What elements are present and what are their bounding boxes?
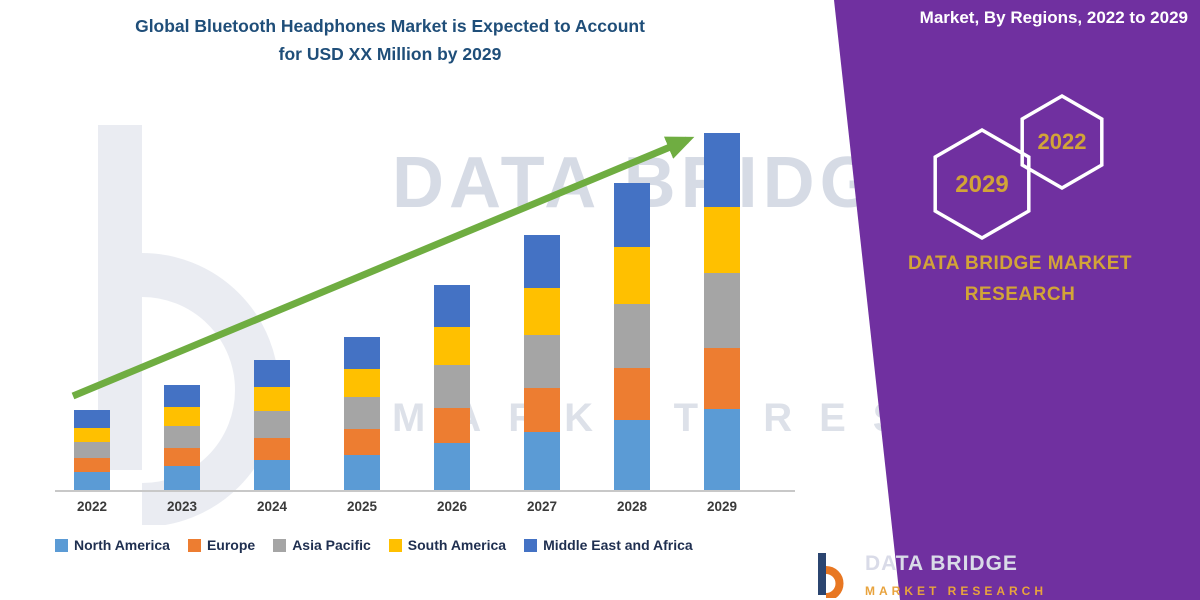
bar-2023 xyxy=(164,385,200,490)
legend-swatch xyxy=(388,538,402,552)
bar-segment-2027-europe xyxy=(524,388,560,432)
legend-item-south-america: South America xyxy=(388,537,507,553)
bar-segment-2023-north-america xyxy=(164,466,200,490)
legend-label: Asia Pacific xyxy=(292,537,371,553)
chart-title-line2: for USD XX Million by 2029 xyxy=(278,44,502,64)
hexagon-2022 xyxy=(1020,93,1104,191)
x-axis-label-2028: 2028 xyxy=(616,499,648,514)
bar-segment-2026-north-america xyxy=(434,443,470,490)
x-axis-label-2025: 2025 xyxy=(346,499,378,514)
x-axis-label-2029: 2029 xyxy=(706,499,738,514)
bar-segment-2022-north-america xyxy=(74,472,110,490)
bar-segment-2029-europe xyxy=(704,348,740,409)
bar-segment-2029-middle-east-and-africa xyxy=(704,133,740,207)
bar-segment-2024-middle-east-and-africa xyxy=(254,360,290,387)
bar-segment-2024-asia-pacific xyxy=(254,411,290,438)
legend-swatch xyxy=(187,538,201,552)
bar-segment-2024-south-america xyxy=(254,387,290,411)
plot-area xyxy=(55,100,795,492)
hexagon-year-2029: 2029 xyxy=(955,171,1008,198)
legend: North America Europe Asia Pacific South Ame… xyxy=(55,537,693,553)
bar-segment-2025-north-america xyxy=(344,455,380,490)
trend-arrow xyxy=(71,136,695,400)
bar-segment-2023-middle-east-and-africa xyxy=(164,385,200,407)
bar-segment-2026-middle-east-and-africa xyxy=(434,285,470,327)
chart-title: Global Bluetooth Headphones Market is Ex… xyxy=(55,12,725,68)
brand-text: DATA BRIDGE MARKET RESEARCH xyxy=(880,248,1160,311)
legend-label: North America xyxy=(74,537,170,553)
legend-swatch xyxy=(273,538,287,552)
bar-segment-2028-europe xyxy=(614,368,650,420)
hexagon-year-2022: 2022 xyxy=(1038,129,1087,154)
bar-segment-2029-asia-pacific xyxy=(704,273,740,348)
brand-text-line2: RESEARCH xyxy=(964,284,1076,306)
chart-title-line1: Global Bluetooth Headphones Market is Ex… xyxy=(135,16,645,36)
bar-2027 xyxy=(524,235,560,490)
legend-swatch xyxy=(524,538,538,552)
footer-brand: DATA BRIDGE xyxy=(865,552,1018,575)
x-axis-label-2022: 2022 xyxy=(76,499,108,514)
x-axis-label-2024: 2024 xyxy=(256,499,288,514)
side-panel: Market, By Regions, 2022 to 2029 2029 20… xyxy=(834,0,1200,600)
bar-segment-2025-asia-pacific xyxy=(344,397,380,429)
bar-segment-2029-north-america xyxy=(704,409,740,490)
bar-segment-2026-asia-pacific xyxy=(434,365,470,408)
bar-segment-2022-south-america xyxy=(74,428,110,442)
footer-logo: DATA BRIDGE MARKET RESEARCH xyxy=(815,552,1047,598)
bar-segment-2025-europe xyxy=(344,429,380,455)
bar-segment-2023-south-america xyxy=(164,407,200,426)
x-axis-label-2026: 2026 xyxy=(436,499,468,514)
legend-item-middle-east-and-africa: Middle East and Africa xyxy=(524,537,693,553)
bar-2028 xyxy=(614,183,650,490)
bar-2025 xyxy=(344,337,380,490)
x-axis-label-2023: 2023 xyxy=(166,499,198,514)
bar-segment-2028-middle-east-and-africa xyxy=(614,183,650,247)
bar-segment-2022-asia-pacific xyxy=(74,442,110,458)
brand-text-line1: DATA BRIDGE MARKET xyxy=(908,253,1132,274)
legend-item-north-america: North America xyxy=(55,537,170,553)
legend-label: South America xyxy=(407,537,507,553)
bar-segment-2028-north-america xyxy=(614,420,650,490)
bar-segment-2029-south-america xyxy=(704,207,740,273)
bar-segment-2025-middle-east-and-africa xyxy=(344,337,380,369)
bar-segment-2022-middle-east-and-africa xyxy=(74,410,110,428)
bar-segment-2022-europe xyxy=(74,458,110,472)
bar-2026 xyxy=(434,285,470,490)
footer-text-block: DATA BRIDGE MARKET RESEARCH xyxy=(865,552,1047,598)
bar-segment-2027-asia-pacific xyxy=(524,335,560,388)
data-bridge-b-logo-icon xyxy=(818,553,844,598)
bar-segment-2028-asia-pacific xyxy=(614,304,650,368)
footer-tagline: MARKET RESEARCH xyxy=(865,584,1048,598)
bar-2024 xyxy=(254,360,290,490)
bar-segment-2026-south-america xyxy=(434,327,470,365)
bar-segment-2028-south-america xyxy=(614,247,650,304)
legend-label: Middle East and Africa xyxy=(543,537,693,553)
legend-item-europe: Europe xyxy=(187,537,256,553)
bar-2029 xyxy=(704,133,740,490)
x-axis-label-2027: 2027 xyxy=(526,499,558,514)
bar-segment-2023-asia-pacific xyxy=(164,426,200,448)
bar-segment-2023-europe xyxy=(164,448,200,466)
bar-segment-2024-north-america xyxy=(254,460,290,490)
x-axis-labels: 2022 2023 2024 2025 2026 2027 2028 2029 xyxy=(55,499,795,519)
legend-item-asia-pacific: Asia Pacific xyxy=(273,537,371,553)
legend-swatch xyxy=(55,538,68,552)
hexagon-2029 xyxy=(933,127,1031,241)
bar-segment-2024-europe xyxy=(254,438,290,460)
bar-segment-2027-middle-east-and-africa xyxy=(524,235,560,288)
panel-title: Market, By Regions, 2022 to 2029 xyxy=(919,8,1188,27)
bar-segment-2027-south-america xyxy=(524,288,560,335)
hexagon-year-badges: 2029 2022 xyxy=(933,93,1104,241)
bar-segment-2025-south-america xyxy=(344,369,380,397)
legend-label: Europe xyxy=(206,537,256,553)
bar-segment-2026-europe xyxy=(434,408,470,443)
bar-2022 xyxy=(74,410,110,490)
bar-segment-2027-north-america xyxy=(524,432,560,490)
